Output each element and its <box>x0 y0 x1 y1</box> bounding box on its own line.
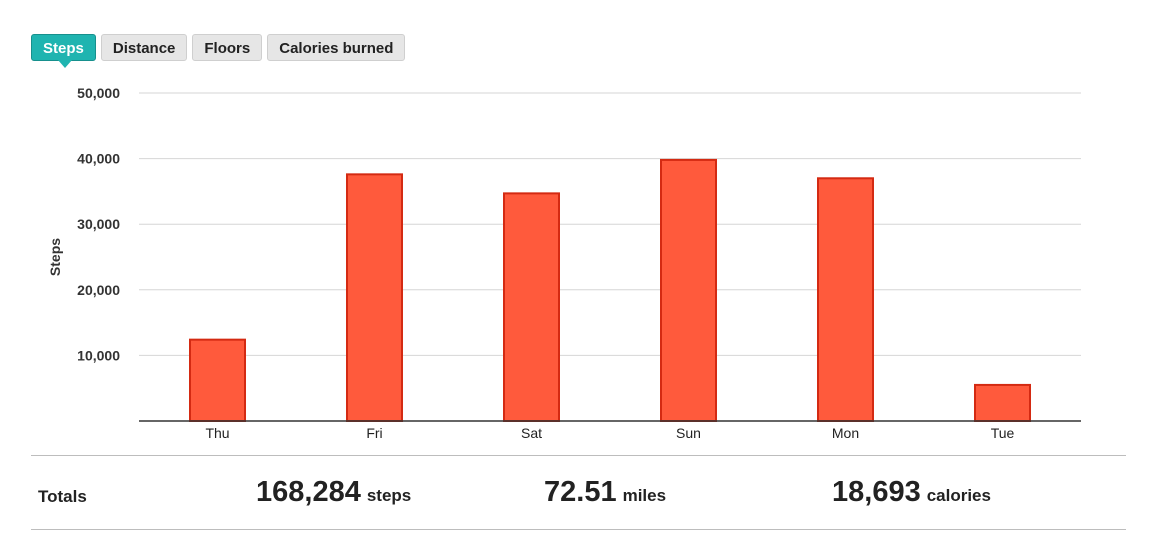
total-steps-unit: steps <box>366 486 412 505</box>
metric-tabs: Steps Distance Floors Calories burned <box>31 34 406 68</box>
tab-steps[interactable]: Steps <box>31 34 96 68</box>
tab-floors[interactable]: Floors <box>192 34 263 61</box>
y-axis-label: Steps <box>47 238 63 276</box>
total-distance: 72.51 miles <box>544 476 666 509</box>
total-steps-value: 168,284 <box>256 476 361 508</box>
total-calories: 18,693 calories <box>832 476 991 509</box>
total-distance-value: 72.51 <box>544 476 617 508</box>
total-distance-unit: miles <box>622 486 667 505</box>
x-tick-label: Tue <box>991 425 1015 441</box>
x-tick-label: Sun <box>676 425 701 441</box>
y-tick-label: 40,000 <box>77 151 120 167</box>
y-tick-label: 10,000 <box>77 347 120 363</box>
totals-bottom-divider <box>31 529 1126 530</box>
totals-top-divider <box>31 455 1126 456</box>
tab-distance[interactable]: Distance <box>100 34 188 61</box>
y-tick-label: 50,000 <box>77 85 120 101</box>
bar-thu <box>189 338 246 423</box>
y-tick-label: 20,000 <box>77 282 120 298</box>
total-calories-value: 18,693 <box>832 476 921 508</box>
bar-mon <box>817 177 874 422</box>
steps-bar-chart: 10,000 20,000 30,000 40,000 50,000 Steps Thu Fr… <box>47 85 1081 441</box>
bar-sun <box>660 158 717 423</box>
tab-calories-burned[interactable]: Calories burned <box>267 34 406 61</box>
x-tick-label: Sat <box>521 425 542 441</box>
total-steps: 168,284 steps <box>256 476 411 509</box>
total-calories-unit: calories <box>926 486 991 505</box>
x-tick-label: Thu <box>205 425 229 441</box>
totals-label: Totals <box>38 487 87 506</box>
y-tick-label: 30,000 <box>77 216 120 232</box>
x-tick-label: Mon <box>832 425 859 441</box>
x-tick-label: Fri <box>366 425 382 441</box>
bar-tue <box>974 383 1031 423</box>
bar-fri <box>346 173 403 422</box>
bar-sat <box>503 192 560 422</box>
